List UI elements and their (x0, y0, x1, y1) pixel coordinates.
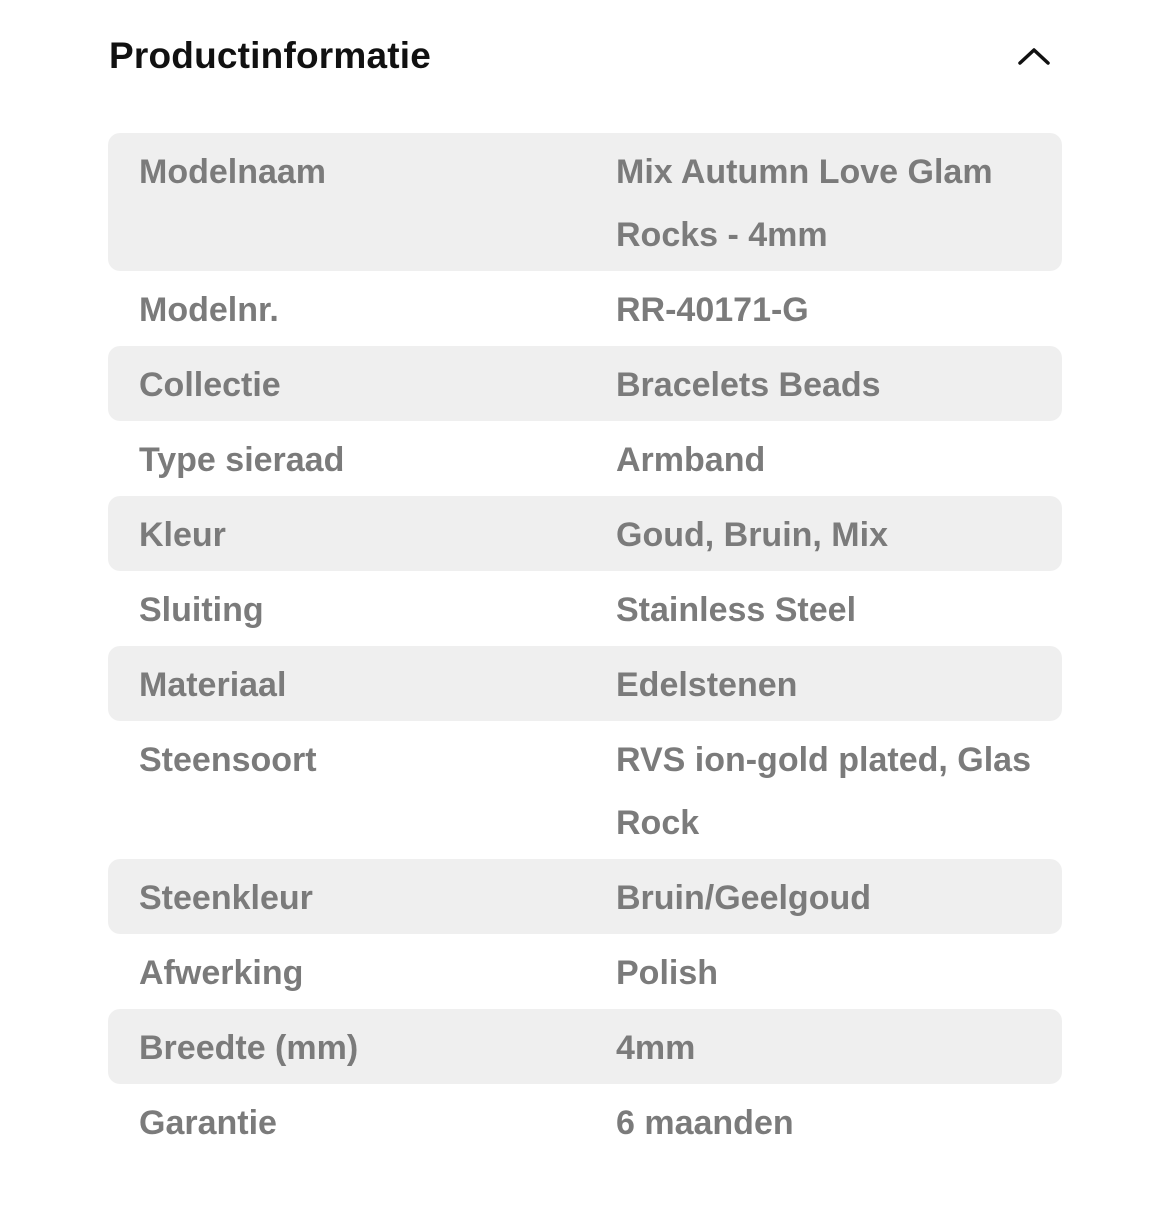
row-label: Type sieraad (139, 441, 345, 479)
row-label: Afwerking (139, 954, 304, 992)
row-value: Bruin/Geelgoud (616, 879, 871, 917)
row-label: Sluiting (139, 591, 264, 629)
row-value: Polish (616, 954, 719, 992)
row-label: Steensoort (139, 741, 317, 779)
table-row: Garantie 6 maanden (108, 1084, 1062, 1159)
row-label: Modelnr. (139, 291, 279, 329)
table-row: Modelnr. RR-40171-G (108, 271, 1062, 346)
row-value: RVS ion-gold plated, Glas Rock (616, 741, 1031, 842)
table-row: Type sieraad Armband (108, 421, 1062, 496)
row-value: 4mm (616, 1029, 696, 1067)
row-label: Modelnaam (139, 153, 327, 191)
row-value: Goud, Bruin, Mix (616, 516, 888, 554)
row-value: Armband (616, 441, 766, 479)
row-value: Bracelets Beads (616, 366, 881, 404)
chevron-up-icon[interactable] (1014, 36, 1054, 76)
section-title: Productinformatie (109, 35, 432, 76)
row-label: Collectie (139, 366, 281, 404)
row-label: Steenkleur (139, 879, 313, 917)
row-label: Breedte (mm) (139, 1029, 359, 1067)
table-row: Modelnaam Mix Autumn Love Glam Rocks - 4m… (108, 133, 1062, 271)
row-value: Stainless Steel (616, 591, 857, 629)
row-label: Garantie (139, 1104, 277, 1142)
table-row: Collectie Bracelets Beads (108, 346, 1062, 421)
product-info-header[interactable]: Productinformatie (109, 28, 1054, 84)
table-row: Sluiting Stainless Steel (108, 571, 1062, 646)
row-value: RR-40171-G (616, 291, 809, 329)
row-label: Kleur (139, 516, 226, 554)
table-row: Steensoort RVS ion-gold plated, Glas Rock (108, 721, 1062, 859)
row-value: 6 maanden (616, 1104, 794, 1142)
product-info-table: Modelnaam Mix Autumn Love Glam Rocks - 4m… (108, 133, 1062, 1159)
table-row: Kleur Goud, Bruin, Mix (108, 496, 1062, 571)
table-row: Steenkleur Bruin/Geelgoud (108, 859, 1062, 934)
table-row: Afwerking Polish (108, 934, 1062, 1009)
row-value: Mix Autumn Love Glam Rocks - 4mm (616, 153, 993, 254)
row-label: Materiaal (139, 666, 287, 704)
table-row: Breedte (mm) 4mm (108, 1009, 1062, 1084)
row-value: Edelstenen (616, 666, 798, 704)
table-row: Materiaal Edelstenen (108, 646, 1062, 721)
